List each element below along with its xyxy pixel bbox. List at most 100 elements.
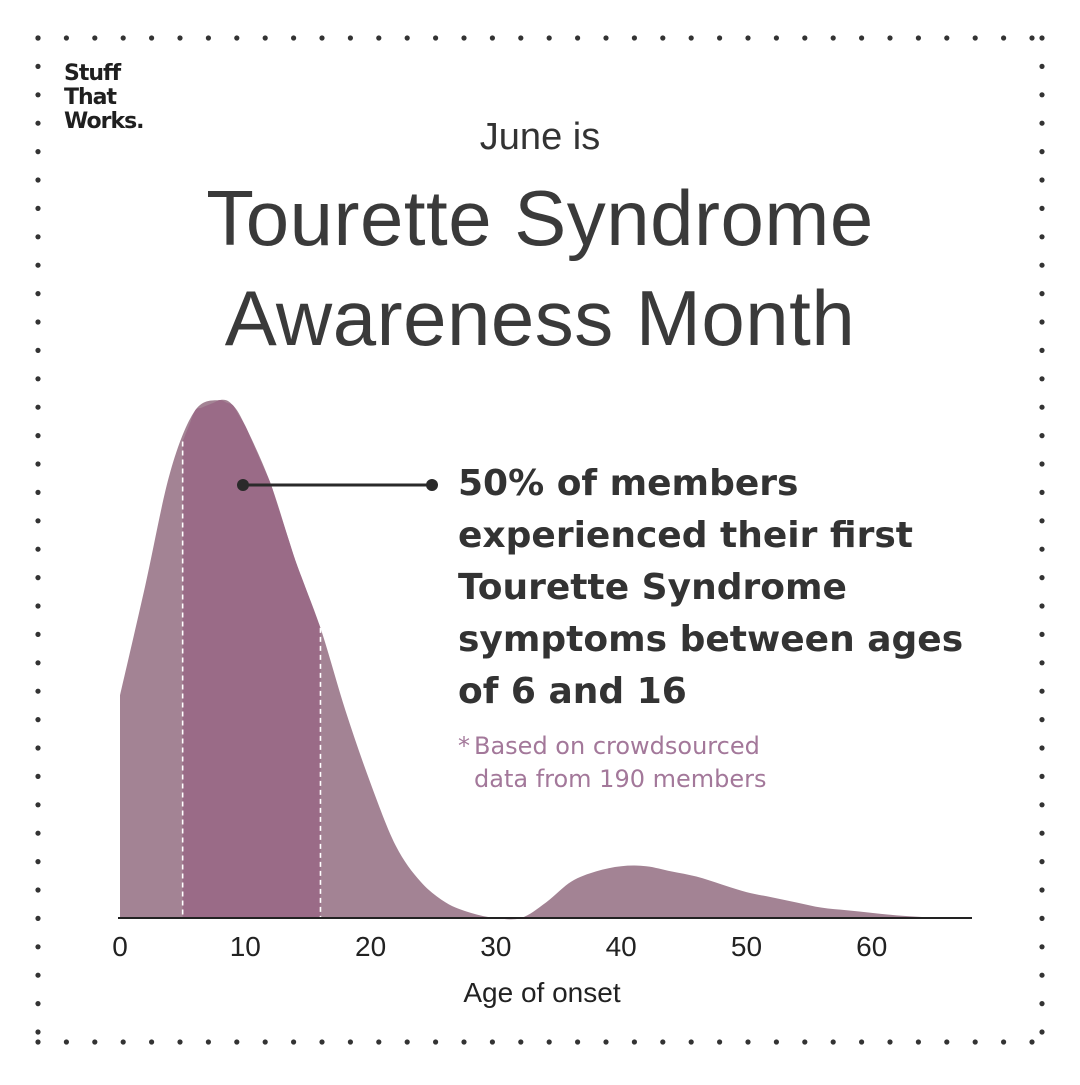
border-dot [63, 35, 69, 41]
border-dot [1039, 433, 1045, 439]
border-dot [291, 1039, 297, 1045]
border-dot [376, 35, 382, 41]
x-axis-title: Age of onset [463, 977, 620, 1008]
border-dot [1039, 859, 1045, 865]
border-dot [631, 35, 638, 41]
border-dot [35, 773, 41, 780]
border-dot [1039, 518, 1045, 524]
border-dot [35, 120, 41, 126]
border-dot [1039, 603, 1045, 609]
border-dot [631, 1039, 638, 1045]
border-dot [1039, 915, 1045, 922]
footnote-line-2: data from 190 members [474, 765, 767, 793]
border-dot [1039, 745, 1045, 751]
border-dot [35, 518, 41, 524]
border-dot [35, 92, 41, 98]
border-dot [35, 347, 41, 353]
border-dot [35, 262, 41, 268]
border-dot [461, 35, 467, 41]
border-dot [1039, 1029, 1045, 1035]
border-dot [35, 1039, 41, 1045]
border-dot [1039, 347, 1045, 353]
border-dot [319, 35, 325, 41]
border-dot [35, 291, 41, 297]
x-tick-label: 10 [230, 931, 261, 962]
border-dot [489, 35, 495, 41]
border-dot [35, 546, 41, 552]
border-dot [433, 35, 439, 41]
callout-leader-dot-start [237, 479, 249, 491]
border-dot [1039, 802, 1045, 808]
border-dot [92, 35, 98, 41]
border-dot [1039, 688, 1045, 694]
border-dot [35, 461, 41, 467]
border-dot [773, 1039, 780, 1045]
border-dot [1039, 830, 1045, 836]
border-dot [1039, 205, 1045, 211]
footnote-line-1: Based on crowdsourced [474, 732, 760, 760]
border-dot [35, 859, 41, 865]
border-dot [120, 35, 126, 41]
border-dot [745, 1039, 751, 1045]
border-dot [1039, 972, 1045, 978]
border-dot [915, 35, 922, 41]
border-dot [575, 35, 581, 41]
border-dot [489, 1039, 495, 1045]
border-dot [35, 149, 41, 155]
border-dot [1001, 1039, 1007, 1045]
border-dot [35, 972, 41, 978]
border-dot [35, 404, 41, 410]
border-dot [149, 35, 155, 41]
border-dot [347, 1039, 353, 1045]
border-dot [802, 1039, 808, 1045]
border-dot [1039, 234, 1045, 240]
border-dot [35, 205, 41, 211]
border-dot [120, 1039, 126, 1045]
x-tick-label: 30 [480, 931, 511, 962]
kicker-text: June is [479, 116, 601, 158]
border-dot [1039, 773, 1045, 780]
border-dot [291, 35, 297, 41]
border-dot [546, 1039, 552, 1045]
border-dot [546, 35, 552, 41]
border-dot [1039, 575, 1045, 581]
border-dot [35, 745, 41, 751]
border-dot [1039, 717, 1045, 723]
x-tick-label: 40 [606, 931, 637, 962]
border-dot [944, 1039, 950, 1045]
border-dot [887, 35, 893, 41]
highlight-band-area [182, 400, 321, 918]
border-dot [972, 1039, 978, 1045]
border-dot [35, 660, 41, 666]
border-dot [92, 1039, 98, 1045]
border-dot [830, 35, 836, 41]
border-dot [177, 35, 183, 41]
border-dot [35, 631, 41, 638]
border-dot [347, 35, 353, 41]
border-dot [1039, 1001, 1045, 1007]
border-dot [35, 376, 41, 382]
border-dot [859, 35, 865, 41]
x-tick-labels: 0 10 20 30 40 50 60 [112, 931, 887, 962]
border-dot [802, 35, 808, 41]
callout-text: 50% of members experienced their first T… [458, 463, 964, 712]
border-dot [35, 802, 41, 808]
border-dot [35, 603, 41, 609]
title-line-2: Awareness Month [224, 274, 856, 362]
x-tick-label: 60 [856, 931, 887, 962]
border-dot [404, 1039, 410, 1045]
border-dot [1039, 319, 1045, 325]
border-dot [944, 35, 950, 41]
border-dot [35, 319, 41, 325]
border-dot [1029, 35, 1035, 41]
border-dot [1039, 177, 1045, 183]
border-dot [603, 1039, 609, 1045]
border-dot [461, 1039, 467, 1045]
border-dot [915, 1039, 922, 1045]
border-dot [404, 35, 410, 41]
border-dot [63, 1039, 69, 1045]
border-dot [35, 1029, 41, 1035]
stuff-that-works-logo: Stuff That Works. [64, 62, 145, 134]
border-dot [1029, 1039, 1035, 1045]
